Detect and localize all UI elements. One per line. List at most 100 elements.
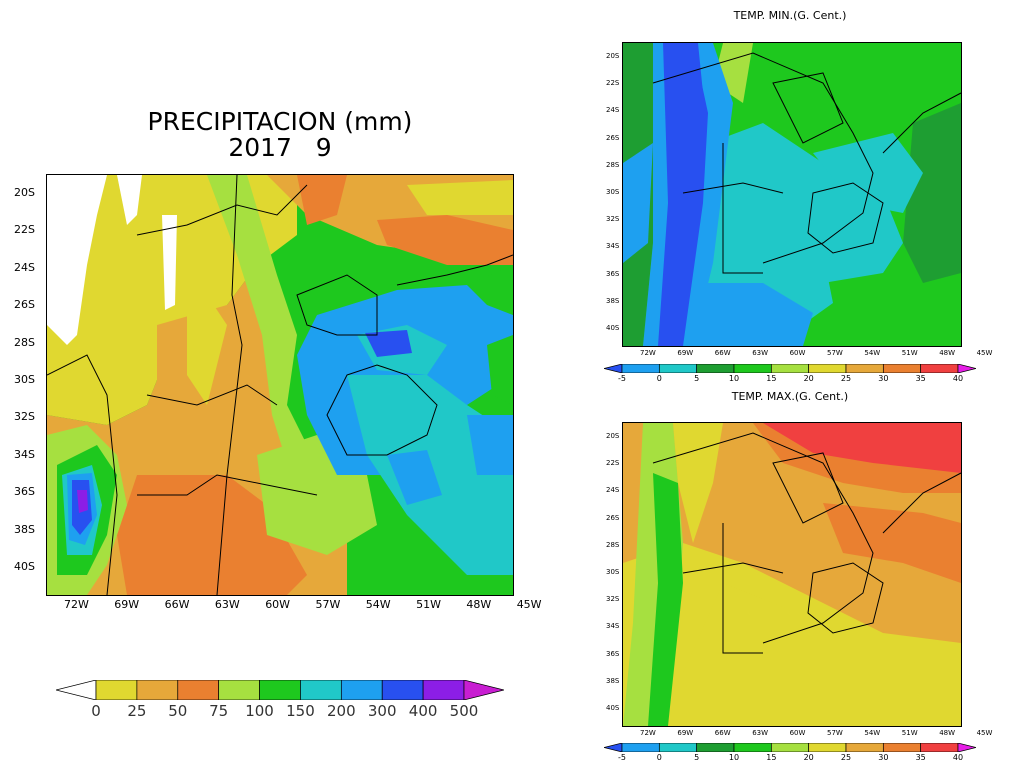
colorbar-segment	[733, 364, 772, 373]
colorbar-label: 300	[367, 702, 397, 720]
colorbar-segment	[621, 743, 660, 752]
lat-tick-28s: 28S	[14, 335, 35, 349]
colorbar-segment	[300, 680, 342, 700]
colorbar-label: 20	[803, 374, 814, 383]
colorbar-segment	[770, 743, 810, 752]
precipitation-colorbar	[56, 680, 504, 700]
colorbar-low-arrow	[604, 364, 623, 373]
lon-tick-69w: 69W	[677, 349, 694, 357]
lat-tick-30s: 30S	[14, 373, 35, 386]
lon-tick-60w: 60W	[789, 729, 806, 737]
lon-tick-69w: 69W	[114, 598, 140, 611]
lon-tick-51w: 51W	[416, 598, 441, 611]
lat-tick-32s: 32S	[606, 595, 620, 604]
colorbar-segment	[381, 680, 424, 700]
precipitation-title: PRECIPITACION (mm)	[147, 107, 413, 136]
lon-tick-57w: 57W	[827, 729, 843, 737]
colorbar-label: 50	[168, 702, 188, 720]
colorbar-segment	[696, 364, 735, 373]
lon-tick-45w: 45W	[976, 349, 993, 357]
lon-tick-66w: 66W	[164, 598, 190, 611]
colorbar-label: 25	[840, 753, 852, 762]
colorbar-label: 500	[449, 702, 479, 720]
colorbar-segment	[882, 743, 922, 752]
lat-tick-24s: 24S	[606, 486, 620, 495]
colorbar-label: 150	[286, 702, 315, 720]
colorbar-label: 15	[766, 753, 777, 762]
colorbar-label: 35	[915, 374, 926, 383]
lat-tick-26s: 26S	[606, 133, 620, 142]
colorbar-label: 200	[327, 702, 356, 720]
lon-tick-66w: 66W	[714, 729, 731, 737]
colorbar-high-arrow	[463, 680, 504, 700]
min-temp-map	[622, 42, 962, 347]
colorbar-label: 75	[209, 702, 229, 720]
lat-tick-38s: 38S	[606, 296, 620, 305]
colorbar-label: 20	[803, 753, 814, 762]
lat-tick-20s: 20S	[606, 432, 620, 440]
lat-tick-26s: 26S	[14, 298, 35, 312]
lon-tick-57w: 57W	[315, 598, 341, 611]
colorbar-label: -5	[618, 753, 626, 762]
lon-tick-66w: 66W	[714, 349, 731, 357]
colorbar-segment	[95, 680, 138, 700]
lat-tick-40s: 40S	[606, 324, 620, 332]
colorbar-segment	[920, 364, 959, 373]
colorbar-segment	[621, 364, 660, 373]
precipitation-map	[46, 174, 514, 596]
lat-tick-40s: 40S	[14, 560, 35, 573]
lat-tick-34s: 34S	[606, 242, 620, 251]
lon-tick-45w: 45W	[516, 598, 542, 611]
lat-tick-24s: 24S	[14, 260, 35, 274]
lat-tick-20s: 20S	[14, 186, 35, 199]
colorbar-label: 100	[245, 702, 274, 720]
colorbar-label: 15	[766, 374, 777, 383]
lon-tick-69w: 69W	[677, 729, 694, 737]
colorbar-high-arrow	[957, 364, 976, 373]
colorbar-label: 0	[656, 374, 662, 383]
max-temp-map	[622, 422, 962, 727]
colorbar-label: 5	[694, 374, 700, 383]
max-temp-title: TEMP. MAX.(G. Cent.)	[731, 390, 849, 403]
lon-tick-48w: 48W	[466, 598, 492, 611]
colorbar-label: 40	[952, 374, 964, 383]
lon-tick-48w: 48W	[939, 729, 956, 737]
lat-tick-24s: 24S	[606, 106, 620, 115]
colorbar-label: 10	[728, 753, 740, 762]
max-temp-field	[623, 423, 961, 726]
max-temp-colorbar	[604, 743, 976, 752]
colorbar-label: 25	[127, 702, 147, 720]
lat-tick-30s: 30S	[606, 188, 620, 196]
colorbar-label: 400	[408, 702, 438, 720]
lat-tick-28s: 28S	[606, 160, 620, 169]
lat-tick-32s: 32S	[606, 215, 620, 224]
lat-tick-32s: 32S	[14, 410, 35, 424]
colorbar-label: 40	[952, 753, 964, 762]
lon-tick-72w: 72W	[64, 598, 89, 611]
lat-tick-22s: 22S	[606, 459, 620, 468]
colorbar-segment	[340, 680, 383, 700]
min-temp-title: TEMP. MIN.(G. Cent.)	[733, 9, 847, 22]
colorbar-segment	[882, 364, 922, 373]
colorbar-segment	[770, 364, 810, 373]
precipitation-field	[47, 175, 513, 595]
colorbar-label: -5	[618, 374, 626, 383]
colorbar-segment	[733, 743, 772, 752]
lat-tick-36s: 36S	[606, 269, 620, 278]
colorbar-label: 0	[656, 753, 662, 762]
colorbar-label: 35	[915, 753, 926, 762]
lon-tick-60w: 60W	[789, 349, 806, 357]
lon-tick-63w: 63W	[752, 349, 769, 357]
lon-tick-48w: 48W	[939, 349, 956, 357]
colorbar-label: 30	[878, 753, 889, 762]
colorbar-segment	[658, 364, 698, 373]
lon-tick-72w: 72W	[640, 349, 656, 357]
colorbar-segment	[136, 680, 179, 700]
lat-tick-40s: 40S	[606, 704, 620, 712]
lat-tick-22s: 22S	[606, 79, 620, 88]
colorbar-segment	[920, 743, 959, 752]
lat-tick-38s: 38S	[14, 522, 35, 536]
colorbar-label: 25	[840, 374, 852, 383]
colorbar-segment	[808, 364, 847, 373]
lon-tick-54w: 54W	[864, 729, 881, 737]
